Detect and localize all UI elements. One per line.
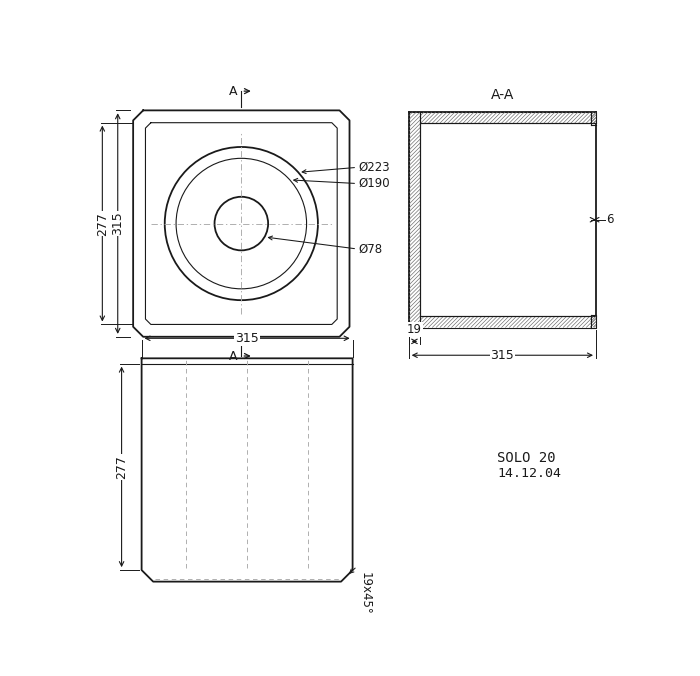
Text: 14.12.04: 14.12.04 xyxy=(497,467,561,481)
Text: Ø190: Ø190 xyxy=(358,177,391,190)
Text: A-A: A-A xyxy=(491,88,514,102)
Text: A: A xyxy=(229,349,237,362)
Text: 315: 315 xyxy=(491,349,514,362)
Text: Ø78: Ø78 xyxy=(358,243,383,256)
Bar xyxy=(409,316,596,327)
Text: 277: 277 xyxy=(115,455,128,479)
Bar xyxy=(409,112,596,123)
Text: SOLO 20: SOLO 20 xyxy=(497,452,556,465)
Text: 315: 315 xyxy=(111,212,124,235)
Bar xyxy=(409,112,420,327)
Text: 19: 19 xyxy=(407,323,422,336)
Text: Ø223: Ø223 xyxy=(358,161,391,174)
Text: 315: 315 xyxy=(235,332,259,345)
Text: 277: 277 xyxy=(96,212,108,235)
Text: 6: 6 xyxy=(606,213,614,226)
Text: 19x45°: 19x45° xyxy=(358,572,372,614)
Text: A: A xyxy=(229,84,237,97)
